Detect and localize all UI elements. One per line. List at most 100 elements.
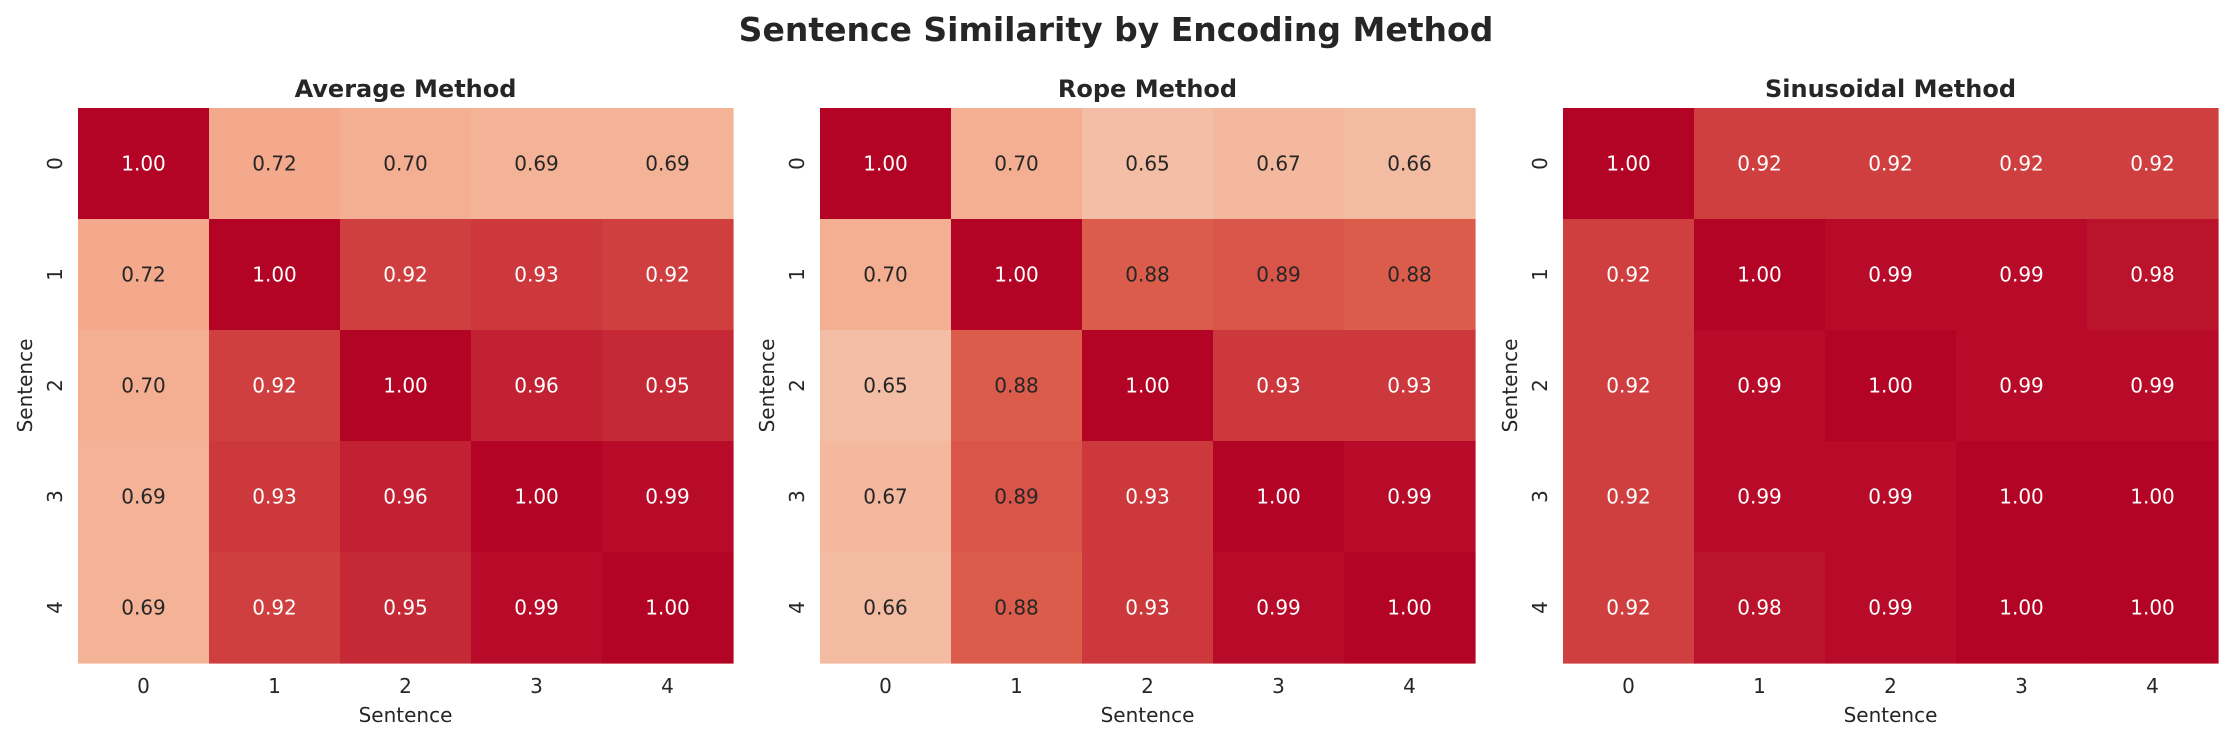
heatmap-cell (1344, 330, 1476, 442)
cell-value-label: 0.88 (994, 596, 1039, 620)
heatmap-cell (602, 552, 734, 664)
heatmap-cell (471, 552, 603, 664)
heatmap-cell (1563, 552, 1695, 664)
cell-value-label: 0.92 (1737, 152, 1782, 176)
cell-value-label: 0.89 (1256, 263, 1301, 287)
heatmap-cell (1213, 441, 1345, 553)
cell-value-label: 0.93 (514, 263, 559, 287)
y-tick-label: 2 (1528, 379, 1552, 392)
cell-value-label: 0.98 (2130, 263, 2175, 287)
heatmap-cell (1213, 219, 1345, 331)
heatmap-cell (951, 108, 1083, 220)
cell-value-label: 0.92 (2130, 152, 2175, 176)
x-tick-label: 0 (137, 674, 150, 698)
heatmap-cell (820, 552, 952, 664)
cell-value-label: 0.92 (252, 596, 297, 620)
heatmap-cell (1694, 219, 1826, 331)
cell-value-label: 0.69 (121, 485, 166, 509)
cell-value-label: 0.96 (383, 485, 428, 509)
x-axis-label: Sentence (1101, 703, 1195, 727)
heatmap-cell (1344, 552, 1476, 664)
heatmap-cell (78, 219, 210, 331)
heatmap-cell (2087, 552, 2219, 664)
heatmap-cell (1082, 441, 1214, 553)
y-tick-label: 4 (785, 601, 809, 614)
y-tick-label: 0 (43, 157, 67, 170)
heatmap-cell (820, 441, 952, 553)
y-tick-label: 1 (43, 268, 67, 281)
y-tick-label: 2 (785, 379, 809, 392)
heatmap-cell (820, 219, 952, 331)
y-axis-label: Sentence (13, 339, 37, 433)
cell-value-label: 1.00 (1387, 596, 1432, 620)
heatmap-cell (78, 330, 210, 442)
x-axis-label: Sentence (359, 703, 453, 727)
heatmap-cell (1825, 441, 1957, 553)
cell-value-label: 0.99 (645, 485, 690, 509)
x-tick-label: 3 (1272, 674, 1285, 698)
heatmap-cell (471, 330, 603, 442)
cell-value-label: 0.66 (863, 596, 908, 620)
heatmap-cell (2087, 219, 2219, 331)
heatmap-cell (1563, 441, 1695, 553)
y-axis-label: Sentence (1498, 339, 1522, 433)
cell-value-label: 0.92 (1606, 596, 1651, 620)
x-tick-label: 1 (268, 674, 281, 698)
heatmap-cell (2087, 441, 2219, 553)
cell-value-label: 0.99 (1737, 485, 1782, 509)
cell-value-label: 0.92 (383, 263, 428, 287)
cell-value-label: 0.70 (383, 152, 428, 176)
cell-value-label: 1.00 (252, 263, 297, 287)
x-tick-label: 4 (2146, 674, 2159, 698)
heatmap-cell (340, 441, 472, 553)
cell-value-label: 1.00 (514, 485, 559, 509)
cell-value-label: 0.98 (1737, 596, 1782, 620)
heatmap-cell (209, 552, 341, 664)
heatmap-cell (78, 108, 210, 220)
heatmap-cell (1694, 441, 1826, 553)
heatmap-cell (471, 441, 603, 553)
heatmap-cell (1563, 219, 1695, 331)
heatmap-cell (1825, 330, 1957, 442)
cell-value-label: 1.00 (863, 152, 908, 176)
cell-value-label: 1.00 (2130, 485, 2175, 509)
cell-value-label: 1.00 (2130, 596, 2175, 620)
cell-value-label: 1.00 (1256, 485, 1301, 509)
heatmap-cell (951, 330, 1083, 442)
heatmap-cell (209, 330, 341, 442)
heatmap-cell (1344, 219, 1476, 331)
cell-value-label: 0.99 (1737, 374, 1782, 398)
heatmap-cell (1344, 108, 1476, 220)
heatmap-cell (1213, 552, 1345, 664)
cell-value-label: 0.89 (994, 485, 1039, 509)
cell-value-label: 0.69 (514, 152, 559, 176)
cell-value-label: 0.69 (121, 596, 166, 620)
cell-value-label: 0.70 (121, 374, 166, 398)
cell-value-label: 0.99 (1387, 485, 1432, 509)
heatmap-cell (1825, 552, 1957, 664)
x-tick-label: 2 (1884, 674, 1897, 698)
y-tick-label: 0 (785, 157, 809, 170)
heatmap-cell (1213, 108, 1345, 220)
heatmap-cell (209, 441, 341, 553)
heatmap-cell (1956, 552, 2088, 664)
heatmap-cell (471, 108, 603, 220)
heatmap-cell (820, 108, 952, 220)
cell-value-label: 0.67 (1256, 152, 1301, 176)
cell-value-label: 0.99 (2130, 374, 2175, 398)
x-tick-label: 4 (1403, 674, 1416, 698)
heatmap-cell (471, 219, 603, 331)
cell-value-label: 0.92 (252, 374, 297, 398)
cell-value-label: 0.95 (383, 596, 428, 620)
cell-value-label: 1.00 (121, 152, 166, 176)
y-tick-label: 4 (1528, 601, 1552, 614)
heatmap-cell (1956, 330, 2088, 442)
cell-value-label: 1.00 (1125, 374, 1170, 398)
heatmap-cell (1825, 219, 1957, 331)
panel-title: Rope Method (1058, 75, 1237, 103)
cell-value-label: 0.69 (645, 152, 690, 176)
cell-value-label: 0.65 (863, 374, 908, 398)
heatmap-cell (1694, 330, 1826, 442)
x-tick-label: 0 (1622, 674, 1635, 698)
heatmap-cell (209, 108, 341, 220)
